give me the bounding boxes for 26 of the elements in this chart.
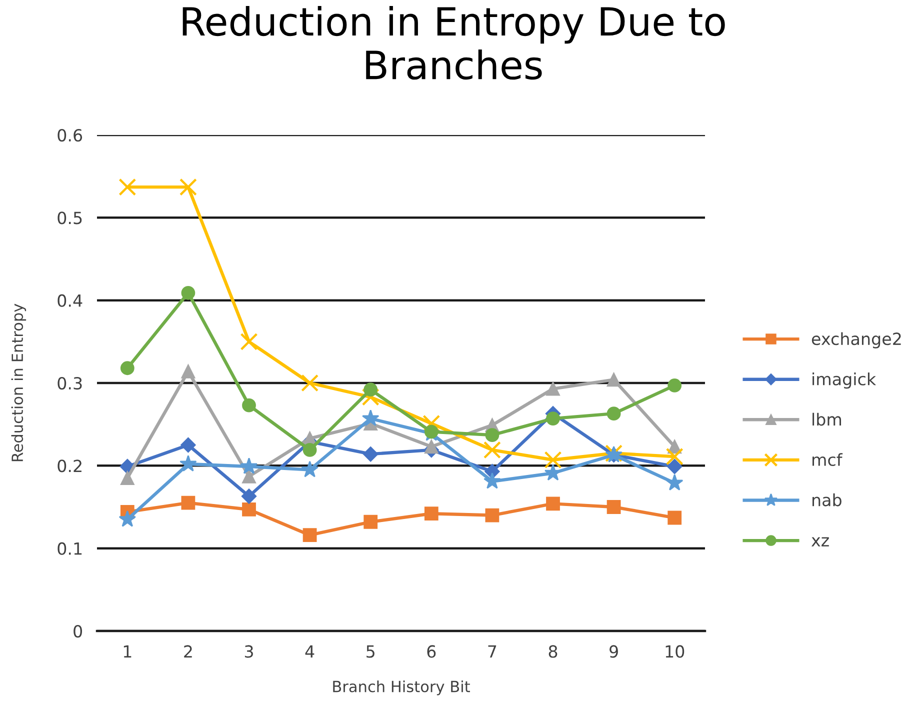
y-tick-label: 0.4 (58, 294, 82, 307)
y-tick-label: 0.1 (58, 542, 82, 555)
legend-label: nab (812, 493, 842, 506)
x-tick-label: 3 (244, 645, 253, 658)
x-tick-label: 10 (666, 645, 684, 658)
x-tick-label: 1 (124, 645, 132, 658)
y-tick-label: 0.3 (58, 376, 82, 390)
legend-label: mcf (812, 453, 843, 466)
x-tick-label: 5 (366, 645, 374, 658)
y-tick-label: 0.5 (58, 212, 82, 224)
legend-label: lbm (812, 412, 842, 426)
legend-label: imagick (812, 372, 876, 389)
legend-label: exchange2 (812, 332, 901, 348)
chart-title: Reduction in Entropy Due to Branches (182, 6, 725, 80)
legend-label: xz (811, 537, 829, 546)
x-tick-label: 2 (184, 645, 192, 658)
x-tick-label: 7 (488, 645, 496, 658)
x-tick-label: 6 (427, 645, 436, 658)
x-tick-label: 8 (548, 645, 558, 658)
y-axis-title: Reduction in Entropy (11, 304, 26, 462)
x-axis-title: Branch History Bit (333, 680, 470, 696)
y-tick-label: 0 (74, 624, 82, 638)
x-tick-label: 4 (305, 645, 314, 658)
y-tick-label: 0.6 (58, 128, 82, 142)
y-tick-label: 0.2 (58, 460, 82, 472)
x-tick-label: 9 (610, 645, 618, 658)
